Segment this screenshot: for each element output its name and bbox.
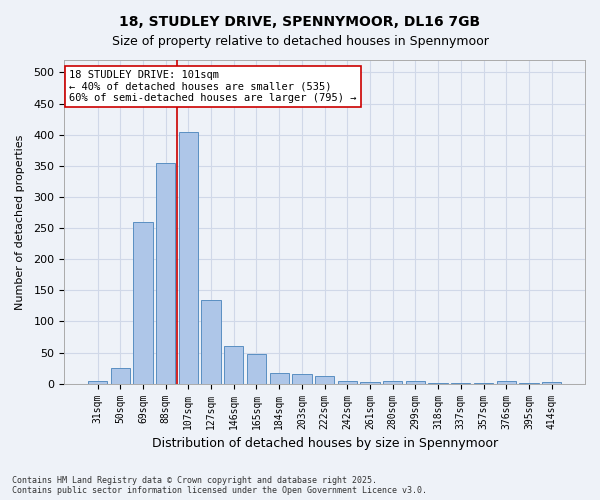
X-axis label: Distribution of detached houses by size in Spennymoor: Distribution of detached houses by size … xyxy=(152,437,497,450)
Bar xyxy=(520,383,539,384)
Bar xyxy=(542,382,562,384)
Bar xyxy=(428,383,448,384)
Bar xyxy=(88,380,107,384)
Bar xyxy=(474,383,493,384)
Bar xyxy=(179,132,198,384)
Bar xyxy=(361,382,380,384)
Bar xyxy=(338,381,357,384)
Bar xyxy=(292,374,311,384)
Bar xyxy=(497,381,516,384)
Bar xyxy=(156,162,175,384)
Bar xyxy=(406,380,425,384)
Text: Size of property relative to detached houses in Spennymoor: Size of property relative to detached ho… xyxy=(112,35,488,48)
Bar xyxy=(133,222,152,384)
Bar xyxy=(269,373,289,384)
Bar xyxy=(224,346,244,384)
Bar xyxy=(247,354,266,384)
Text: 18 STUDLEY DRIVE: 101sqm
← 40% of detached houses are smaller (535)
60% of semi-: 18 STUDLEY DRIVE: 101sqm ← 40% of detach… xyxy=(70,70,357,103)
Bar xyxy=(451,383,470,384)
Bar xyxy=(315,376,334,384)
Text: Contains HM Land Registry data © Crown copyright and database right 2025.
Contai: Contains HM Land Registry data © Crown c… xyxy=(12,476,427,495)
Bar xyxy=(202,300,221,384)
Bar xyxy=(110,368,130,384)
Bar xyxy=(383,380,403,384)
Text: 18, STUDLEY DRIVE, SPENNYMOOR, DL16 7GB: 18, STUDLEY DRIVE, SPENNYMOOR, DL16 7GB xyxy=(119,15,481,29)
Y-axis label: Number of detached properties: Number of detached properties xyxy=(15,134,25,310)
